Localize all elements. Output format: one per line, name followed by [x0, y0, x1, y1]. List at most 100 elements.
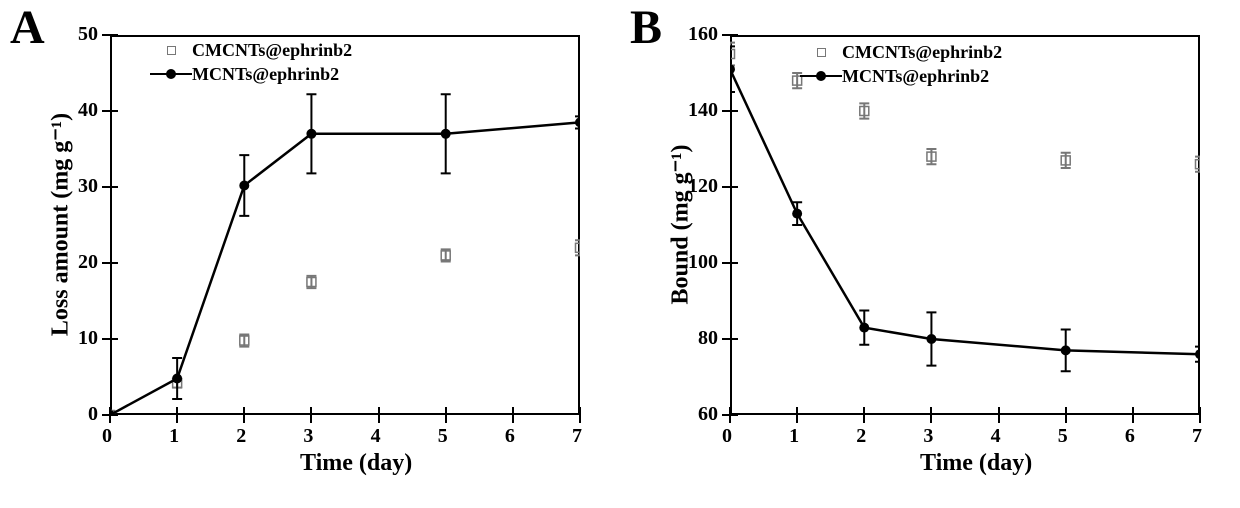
legend-b-row-1: MCNTs@ephrinb2: [800, 64, 1002, 88]
x-tick-mark: [1065, 415, 1067, 423]
legend-a-label-0: CMCNTs@ephrinb2: [192, 40, 352, 61]
x-tick-label: 3: [303, 425, 313, 448]
y-tick-label: 50: [78, 23, 98, 46]
x-tick-mark-in: [930, 407, 932, 415]
x-tick-mark: [176, 415, 178, 423]
legend-a-label-1: MCNTs@ephrinb2: [192, 64, 339, 85]
x-tick-mark: [998, 415, 1000, 423]
x-tick-mark: [243, 415, 245, 423]
x-tick-mark: [378, 415, 380, 423]
y-tick-mark-in: [110, 110, 118, 112]
y-tick-mark: [102, 338, 110, 340]
y-tick-mark-in: [730, 262, 738, 264]
x-tick-mark-in: [1065, 407, 1067, 415]
y-tick-label: 40: [78, 99, 98, 122]
y-tick-mark-in: [110, 186, 118, 188]
square-icon: [817, 48, 826, 57]
x-tick-label: 1: [169, 425, 179, 448]
x-tick-mark: [796, 415, 798, 423]
y-tick-mark-in: [730, 110, 738, 112]
legend-b-label-0: CMCNTs@ephrinb2: [842, 42, 1002, 63]
legend-b-row-0: CMCNTs@ephrinb2: [800, 40, 1002, 64]
x-tick-mark-in: [243, 407, 245, 415]
y-tick-mark: [102, 186, 110, 188]
panel-b: B 012345676080100120140160 Time (day) Bo…: [620, 0, 1240, 508]
x-tick-mark: [1132, 415, 1134, 423]
x-tick-label: 1: [789, 425, 799, 448]
x-tick-mark: [1199, 415, 1201, 423]
panel-a-xlabel: Time (day): [300, 450, 412, 477]
legend-a-row-1: MCNTs@ephrinb2: [150, 62, 352, 86]
dot-icon: [166, 69, 176, 79]
x-tick-mark-in: [998, 407, 1000, 415]
x-tick-label: 0: [722, 425, 732, 448]
y-tick-label: 30: [78, 175, 98, 198]
y-tick-mark: [722, 34, 730, 36]
y-tick-mark-in: [730, 186, 738, 188]
x-tick-label: 5: [1058, 425, 1068, 448]
y-tick-mark: [102, 414, 110, 416]
square-icon: [167, 46, 176, 55]
x-tick-label: 4: [991, 425, 1001, 448]
x-tick-mark-in: [445, 407, 447, 415]
x-tick-mark: [863, 415, 865, 423]
dot-icon: [816, 71, 826, 81]
x-tick-mark-in: [512, 407, 514, 415]
x-tick-mark-in: [378, 407, 380, 415]
y-tick-label: 20: [78, 251, 98, 274]
x-tick-mark-in: [176, 407, 178, 415]
panel-b-ylabel: Bound (mg g⁻¹): [666, 125, 695, 325]
x-tick-mark: [579, 415, 581, 423]
x-tick-label: 0: [102, 425, 112, 448]
y-tick-mark-in: [110, 414, 118, 416]
x-tick-label: 7: [572, 425, 582, 448]
y-tick-mark-in: [730, 338, 738, 340]
x-tick-mark: [512, 415, 514, 423]
x-tick-label: 5: [438, 425, 448, 448]
y-tick-mark: [722, 110, 730, 112]
y-tick-mark-in: [110, 338, 118, 340]
panel-a-ylabel: Loss amount (mg g⁻¹): [46, 95, 75, 355]
y-tick-mark: [102, 34, 110, 36]
x-tick-label: 2: [856, 425, 866, 448]
y-tick-mark: [722, 338, 730, 340]
x-tick-mark-in: [863, 407, 865, 415]
y-tick-label: 0: [88, 403, 98, 426]
x-tick-label: 6: [1125, 425, 1135, 448]
y-tick-label: 140: [688, 99, 718, 122]
y-tick-mark: [722, 414, 730, 416]
y-tick-mark: [722, 186, 730, 188]
x-tick-label: 4: [371, 425, 381, 448]
y-tick-mark: [102, 110, 110, 112]
panel-a-legend: CMCNTs@ephrinb2 MCNTs@ephrinb2: [150, 38, 352, 86]
y-tick-label: 160: [688, 23, 718, 46]
x-tick-mark-in: [1132, 407, 1134, 415]
panel-a: A 0123456701020304050 Time (day) Loss am…: [0, 0, 620, 508]
y-tick-mark-in: [730, 414, 738, 416]
x-tick-mark-in: [310, 407, 312, 415]
figure: A 0123456701020304050 Time (day) Loss am…: [0, 0, 1240, 508]
x-tick-mark: [445, 415, 447, 423]
legend-a-row-0: CMCNTs@ephrinb2: [150, 38, 352, 62]
y-tick-mark-in: [110, 262, 118, 264]
y-tick-mark-in: [110, 34, 118, 36]
x-tick-mark-in: [579, 407, 581, 415]
panel-b-xlabel: Time (day): [920, 450, 1032, 477]
legend-b-label-1: MCNTs@ephrinb2: [842, 66, 989, 87]
x-tick-mark-in: [796, 407, 798, 415]
y-tick-mark: [102, 262, 110, 264]
x-tick-label: 6: [505, 425, 515, 448]
y-tick-mark-in: [730, 34, 738, 36]
x-tick-label: 7: [1192, 425, 1202, 448]
y-tick-label: 60: [698, 403, 718, 426]
y-tick-label: 10: [78, 327, 98, 350]
y-tick-label: 80: [698, 327, 718, 350]
x-tick-mark: [109, 415, 111, 423]
x-tick-mark-in: [1199, 407, 1201, 415]
x-tick-label: 3: [923, 425, 933, 448]
panel-b-legend: CMCNTs@ephrinb2 MCNTs@ephrinb2: [800, 40, 1002, 88]
x-tick-mark: [310, 415, 312, 423]
y-tick-mark: [722, 262, 730, 264]
x-tick-label: 2: [236, 425, 246, 448]
x-tick-mark: [930, 415, 932, 423]
